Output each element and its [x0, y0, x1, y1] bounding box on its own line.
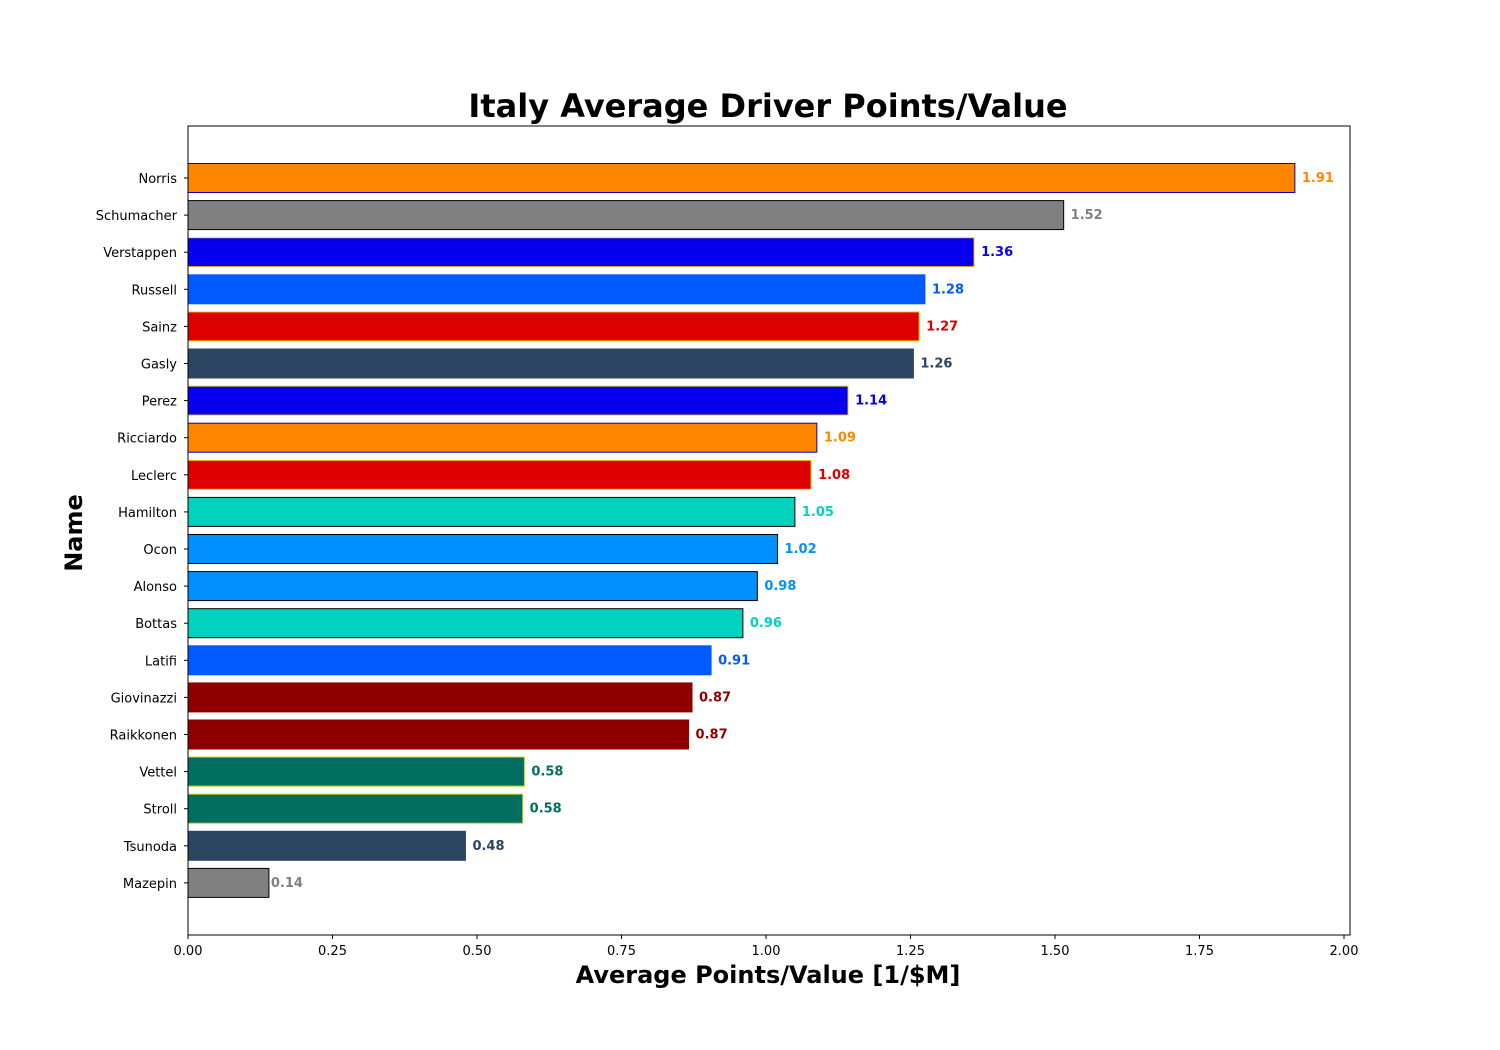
x-tick-label: 0.00	[174, 944, 203, 959]
value-label: 1.27	[926, 319, 958, 334]
bar-perez	[187, 385, 849, 416]
value-label: 0.58	[531, 765, 563, 780]
value-label: 1.09	[824, 431, 856, 446]
y-tick-label: Vettel	[139, 766, 177, 781]
y-tick-label: Tsunoda	[123, 840, 177, 855]
bar-ricciardo	[187, 422, 818, 453]
y-tick-label: Perez	[142, 395, 177, 410]
y-tick-label: Verstappen	[103, 246, 177, 261]
bar-verstappen	[187, 237, 975, 268]
value-label: 1.05	[802, 505, 834, 520]
value-label: 0.87	[696, 728, 728, 743]
y-tick-label: Stroll	[143, 803, 177, 818]
y-tick-label: Leclerc	[131, 469, 177, 484]
value-label: 0.91	[718, 653, 750, 668]
bar-norris	[187, 163, 1296, 193]
bar-sainz	[187, 311, 920, 342]
y-tick-label: Sainz	[142, 320, 177, 335]
value-label: 0.96	[750, 616, 782, 631]
bar-vettel	[187, 756, 525, 787]
bar-tsunoda	[187, 830, 466, 861]
x-tick-label: 1.50	[1041, 944, 1070, 959]
y-tick-label: Alonso	[134, 580, 177, 595]
y-tick-label: Russell	[132, 283, 177, 298]
y-tick-label: Giovinazzi	[111, 691, 177, 706]
x-tick-label: 1.25	[896, 944, 925, 959]
value-label: 1.02	[785, 542, 817, 557]
y-tick-label: Ricciardo	[117, 432, 177, 447]
value-label: 0.87	[699, 690, 731, 705]
bar-gasly	[187, 348, 914, 379]
value-label: 0.98	[764, 579, 796, 594]
bar-bottas	[187, 608, 744, 639]
y-tick-label: Schumacher	[96, 209, 178, 224]
bar-mazepin	[187, 867, 270, 898]
chart-title: Italy Average Driver Points/Value	[468, 87, 1067, 125]
value-label: 1.91	[1302, 171, 1334, 186]
y-tick-label: Norris	[138, 172, 177, 187]
bar-leclerc	[187, 459, 812, 490]
x-tick-label: 0.25	[318, 944, 347, 959]
y-tick-label: Hamilton	[118, 506, 177, 521]
value-label: 1.28	[932, 282, 964, 297]
y-axis-label: Name	[60, 494, 88, 572]
y-tick-label: Latifi	[145, 654, 177, 669]
value-label: 1.52	[1071, 208, 1103, 223]
bar-ocon	[187, 534, 779, 564]
value-label: 1.26	[920, 357, 952, 372]
value-label: 1.36	[981, 245, 1013, 260]
bar-stroll	[187, 793, 524, 824]
bars-layer	[187, 163, 1296, 898]
x-tick-label: 0.75	[607, 944, 636, 959]
bar-russell	[187, 274, 926, 305]
bar-raikkonen	[187, 719, 690, 750]
y-tick-label: Mazepin	[123, 877, 177, 892]
plot-frame	[187, 125, 1351, 936]
x-axis-ticks: 0.00 0.25 0.50 0.75 1.00 1.25 1.50 1.75 2.00	[174, 935, 1359, 959]
bar-alonso	[187, 571, 758, 602]
bar-hamilton	[187, 496, 796, 527]
y-tick-label: Gasly	[141, 358, 177, 373]
value-label: 1.14	[855, 394, 887, 409]
y-tick-label: Ocon	[143, 543, 177, 558]
x-tick-label: 0.50	[463, 944, 492, 959]
value-label: 0.48	[472, 839, 504, 854]
bar-giovinazzi	[187, 682, 693, 713]
y-tick-labels: Norris Schumacher Verstappen Russell Sainz Ga…	[96, 172, 188, 892]
value-label: 1.08	[818, 468, 850, 483]
x-tick-label: 1.00	[752, 944, 781, 959]
x-tick-label: 1.75	[1185, 944, 1214, 959]
y-tick-label: Raikkonen	[110, 729, 177, 744]
value-label: 0.14	[271, 876, 303, 891]
bar-schumacher	[187, 200, 1065, 231]
value-label: 0.58	[530, 802, 562, 817]
y-tick-label: Bottas	[135, 617, 177, 632]
bar-latifi	[187, 645, 712, 676]
value-labels: 1.91 1.52 1.36 1.28 1.27 1.26 1.14 1.09 1.08 1.05…	[271, 171, 1334, 891]
x-tick-label: 2.00	[1330, 944, 1359, 959]
x-axis-label: Average Points/Value [1/$M]	[576, 961, 961, 989]
